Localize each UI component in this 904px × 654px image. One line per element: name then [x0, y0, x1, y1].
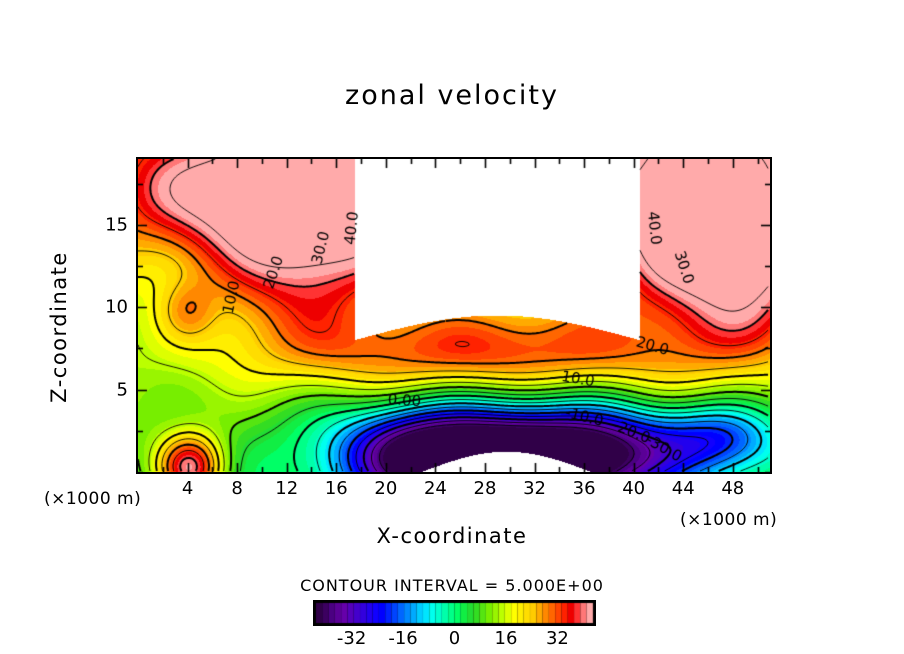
x-axis-label: X-coordinate: [376, 524, 528, 548]
x-tick-label: 24: [423, 478, 447, 499]
x-tick-label: 4: [181, 478, 194, 499]
contour-field-canvas: [138, 159, 770, 472]
y-tick-label: 10: [105, 296, 128, 318]
plot-area[interactable]: [136, 157, 772, 474]
colorbar-tick-label: 0: [448, 628, 461, 649]
x-tick-label: 32: [523, 478, 546, 499]
contour-interval-caption: CONTOUR INTERVAL = 5.000E+00: [300, 576, 604, 595]
x-tick-label: 40: [622, 478, 646, 499]
x-tick-label: 48: [721, 478, 745, 499]
colorbar[interactable]: [313, 600, 596, 626]
x-tick-label: 36: [572, 478, 596, 499]
x-tick-label: 12: [275, 478, 299, 499]
y-tick-label: 5: [116, 379, 128, 401]
colorbar-tick-label: -16: [388, 628, 418, 649]
colorbar-tick-label: 16: [494, 628, 518, 649]
x-tick-label: 8: [231, 478, 243, 499]
x-tick-label: 28: [473, 478, 497, 499]
x-tick-label: 44: [671, 478, 695, 499]
colorbar-tick-label: 32: [545, 628, 569, 649]
page-title: zonal velocity: [345, 80, 559, 111]
y-tick-label: 15: [105, 214, 128, 236]
y-axis-label: Z-coordinate: [47, 251, 71, 403]
x-tick-label: 20: [374, 478, 398, 499]
x-tick-label: 16: [324, 478, 348, 499]
colorbar-tick-label: -32: [336, 628, 367, 649]
x-axis-units-right: (×1000 m): [680, 510, 778, 530]
colorbar-canvas: [313, 600, 596, 626]
x-axis-units-left: (×1000 m): [44, 489, 142, 509]
